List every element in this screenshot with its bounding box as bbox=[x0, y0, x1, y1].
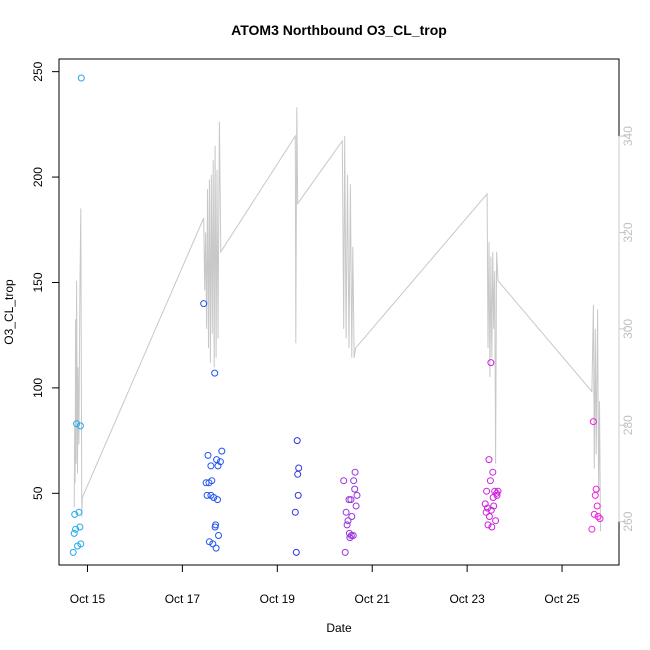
data-point bbox=[353, 491, 361, 499]
data-point bbox=[343, 521, 351, 529]
data-point bbox=[485, 456, 493, 464]
data-point bbox=[481, 500, 489, 508]
data-point bbox=[205, 538, 213, 546]
secondary-line-layer bbox=[73, 107, 601, 532]
data-point bbox=[489, 468, 497, 476]
data-point bbox=[69, 548, 77, 556]
data-point bbox=[589, 418, 597, 426]
data-point bbox=[351, 485, 359, 493]
y-axis: 50 100 150 200 250 bbox=[31, 61, 60, 500]
data-point bbox=[348, 513, 356, 520]
data-point bbox=[345, 529, 353, 537]
chart-title: ATOM3 Northbound O3_CL_trop bbox=[231, 22, 447, 38]
x-tick-label: Oct 19 bbox=[260, 592, 296, 606]
data-point bbox=[214, 496, 221, 504]
data-point bbox=[489, 494, 497, 501]
data-point bbox=[207, 462, 215, 470]
data-point bbox=[212, 544, 220, 552]
data-point bbox=[293, 437, 301, 445]
x-tick-label: Oct 23 bbox=[449, 592, 485, 606]
data-point bbox=[210, 494, 218, 501]
data-point bbox=[342, 508, 350, 516]
x-axis-label: Date bbox=[326, 621, 352, 635]
data-point bbox=[344, 517, 352, 525]
secondary-y-tick-label: 280 bbox=[621, 415, 635, 435]
data-point bbox=[291, 508, 299, 516]
data-point bbox=[588, 525, 596, 533]
data-point bbox=[352, 502, 360, 510]
y-tick-label: 250 bbox=[31, 61, 45, 81]
data-point bbox=[73, 420, 81, 428]
data-point bbox=[494, 487, 502, 495]
y-axis-label: O3_CL_trop bbox=[2, 279, 16, 345]
plot-frame bbox=[58, 58, 620, 566]
y-tick-label: 100 bbox=[31, 378, 45, 398]
secondary-y-tick-label: 320 bbox=[621, 222, 635, 242]
data-point bbox=[209, 540, 217, 548]
data-point bbox=[484, 521, 492, 529]
data-point bbox=[218, 447, 226, 455]
data-point bbox=[216, 458, 224, 466]
data-point bbox=[75, 508, 83, 516]
data-point bbox=[294, 470, 302, 478]
data-point bbox=[77, 540, 85, 548]
data-point bbox=[593, 502, 601, 510]
points-layer bbox=[69, 74, 604, 556]
x-tick-label: Oct 17 bbox=[165, 592, 201, 606]
data-point bbox=[591, 491, 599, 499]
data-point bbox=[76, 523, 84, 531]
data-point bbox=[204, 451, 212, 459]
y-tick-label: 150 bbox=[31, 272, 45, 292]
data-point bbox=[77, 74, 85, 82]
data-point bbox=[491, 487, 499, 495]
data-point bbox=[295, 464, 303, 472]
data-point bbox=[350, 477, 358, 485]
data-point bbox=[211, 369, 219, 377]
data-point bbox=[486, 477, 494, 485]
data-point bbox=[208, 477, 216, 485]
y-tick-label: 200 bbox=[31, 167, 45, 187]
data-point bbox=[484, 504, 491, 512]
data-point bbox=[341, 548, 349, 556]
data-point bbox=[490, 502, 498, 510]
secondary-y-axis: 260 280 300 320 340 bbox=[618, 126, 635, 532]
secondary-line-series bbox=[73, 107, 601, 532]
x-tick-label: Oct 21 bbox=[355, 592, 391, 606]
data-point bbox=[292, 548, 300, 556]
data-point bbox=[349, 532, 357, 539]
secondary-y-tick-label: 300 bbox=[621, 319, 635, 339]
x-axis: Oct 15 Oct 17 Oct 19 Oct 21 Oct 23 Oct 25 bbox=[70, 564, 580, 606]
data-point bbox=[294, 491, 302, 499]
data-point bbox=[493, 491, 501, 499]
data-point bbox=[340, 477, 348, 485]
secondary-y-tick-label: 340 bbox=[621, 126, 635, 146]
y-tick-label: 50 bbox=[31, 486, 45, 500]
data-point bbox=[483, 487, 491, 495]
secondary-y-tick-label: 260 bbox=[621, 511, 635, 531]
data-point bbox=[76, 422, 84, 430]
data-point bbox=[200, 300, 208, 308]
data-point bbox=[70, 529, 78, 537]
x-tick-label: Oct 25 bbox=[544, 592, 580, 606]
data-point bbox=[592, 485, 600, 493]
data-point bbox=[351, 468, 359, 476]
data-point bbox=[347, 532, 355, 539]
data-point bbox=[487, 359, 495, 367]
data-point bbox=[215, 532, 222, 539]
data-point bbox=[492, 517, 500, 525]
data-point bbox=[203, 491, 211, 499]
data-point bbox=[590, 510, 598, 518]
data-point bbox=[488, 523, 496, 531]
data-point bbox=[72, 525, 80, 533]
data-point bbox=[345, 496, 353, 504]
x-tick-label: Oct 15 bbox=[70, 592, 106, 606]
data-point bbox=[594, 513, 602, 520]
data-point bbox=[212, 521, 220, 529]
data-point bbox=[71, 510, 79, 518]
data-point bbox=[485, 513, 493, 520]
data-point bbox=[347, 496, 355, 504]
data-point bbox=[596, 515, 604, 523]
data-point bbox=[213, 456, 221, 464]
